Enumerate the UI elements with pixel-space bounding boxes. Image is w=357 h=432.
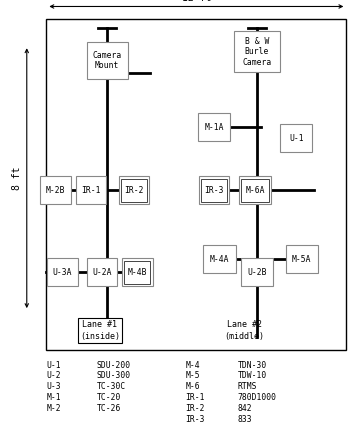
Text: B & W
Burle
Camera: B & W Burle Camera xyxy=(242,37,272,67)
Bar xyxy=(121,178,147,201)
Text: M-1: M-1 xyxy=(46,393,61,402)
Text: M-4A: M-4A xyxy=(210,255,229,264)
Text: 833: 833 xyxy=(237,415,252,423)
Bar xyxy=(203,245,236,273)
Text: TC-26: TC-26 xyxy=(96,404,121,413)
Bar xyxy=(46,19,346,350)
Text: TDN-30: TDN-30 xyxy=(237,361,267,369)
Bar xyxy=(198,113,230,142)
Text: U-2B: U-2B xyxy=(247,268,267,276)
Bar xyxy=(86,42,128,79)
Text: TC-20: TC-20 xyxy=(96,393,121,402)
Bar xyxy=(239,176,271,204)
Bar xyxy=(199,176,229,204)
Bar xyxy=(280,124,312,152)
Text: M-2B: M-2B xyxy=(46,186,65,194)
Text: TDW-10: TDW-10 xyxy=(237,372,267,380)
Text: M-6: M-6 xyxy=(186,382,200,391)
Text: M-2: M-2 xyxy=(46,404,61,413)
Text: IR-1: IR-1 xyxy=(186,393,205,402)
Text: IR-2: IR-2 xyxy=(186,404,205,413)
Text: RTMS: RTMS xyxy=(237,382,257,391)
Text: U-3A: U-3A xyxy=(53,268,72,276)
Text: M-1A: M-1A xyxy=(205,123,224,132)
Bar xyxy=(76,176,106,204)
Text: M-6A: M-6A xyxy=(246,186,265,194)
Text: M-5A: M-5A xyxy=(292,255,311,264)
Bar xyxy=(40,176,70,204)
Text: SDU-300: SDU-300 xyxy=(96,372,131,380)
Bar xyxy=(234,32,280,73)
Text: IR-2: IR-2 xyxy=(124,186,144,194)
Text: U-2A: U-2A xyxy=(92,268,111,276)
Bar xyxy=(47,258,77,286)
Bar xyxy=(119,176,149,204)
Text: M-4B: M-4B xyxy=(128,268,147,276)
Text: Camera
Mount: Camera Mount xyxy=(92,51,122,70)
Text: TC-30C: TC-30C xyxy=(96,382,126,391)
Text: 12 ft: 12 ft xyxy=(182,0,211,3)
Text: M-5: M-5 xyxy=(186,372,200,380)
Text: U-2: U-2 xyxy=(46,372,61,380)
Bar xyxy=(122,258,153,286)
Text: Lane #2
(middle): Lane #2 (middle) xyxy=(225,321,265,340)
Text: 842: 842 xyxy=(237,404,252,413)
Text: M-4: M-4 xyxy=(186,361,200,369)
Bar xyxy=(125,260,151,283)
Bar xyxy=(86,258,117,286)
Text: U-1: U-1 xyxy=(46,361,61,369)
Text: U-3: U-3 xyxy=(46,382,61,391)
Text: IR-3: IR-3 xyxy=(186,415,205,423)
Bar xyxy=(241,258,273,286)
Bar xyxy=(201,178,227,201)
Text: Lane #1
(inside): Lane #1 (inside) xyxy=(80,321,120,340)
Bar xyxy=(286,245,318,273)
Text: U-1: U-1 xyxy=(289,134,303,143)
Text: IR-1: IR-1 xyxy=(81,186,101,194)
Text: 780D1000: 780D1000 xyxy=(237,393,276,402)
Text: IR-3: IR-3 xyxy=(205,186,224,194)
Text: 8 ft: 8 ft xyxy=(12,166,22,190)
Bar xyxy=(241,178,269,201)
Text: SDU-200: SDU-200 xyxy=(96,361,131,369)
